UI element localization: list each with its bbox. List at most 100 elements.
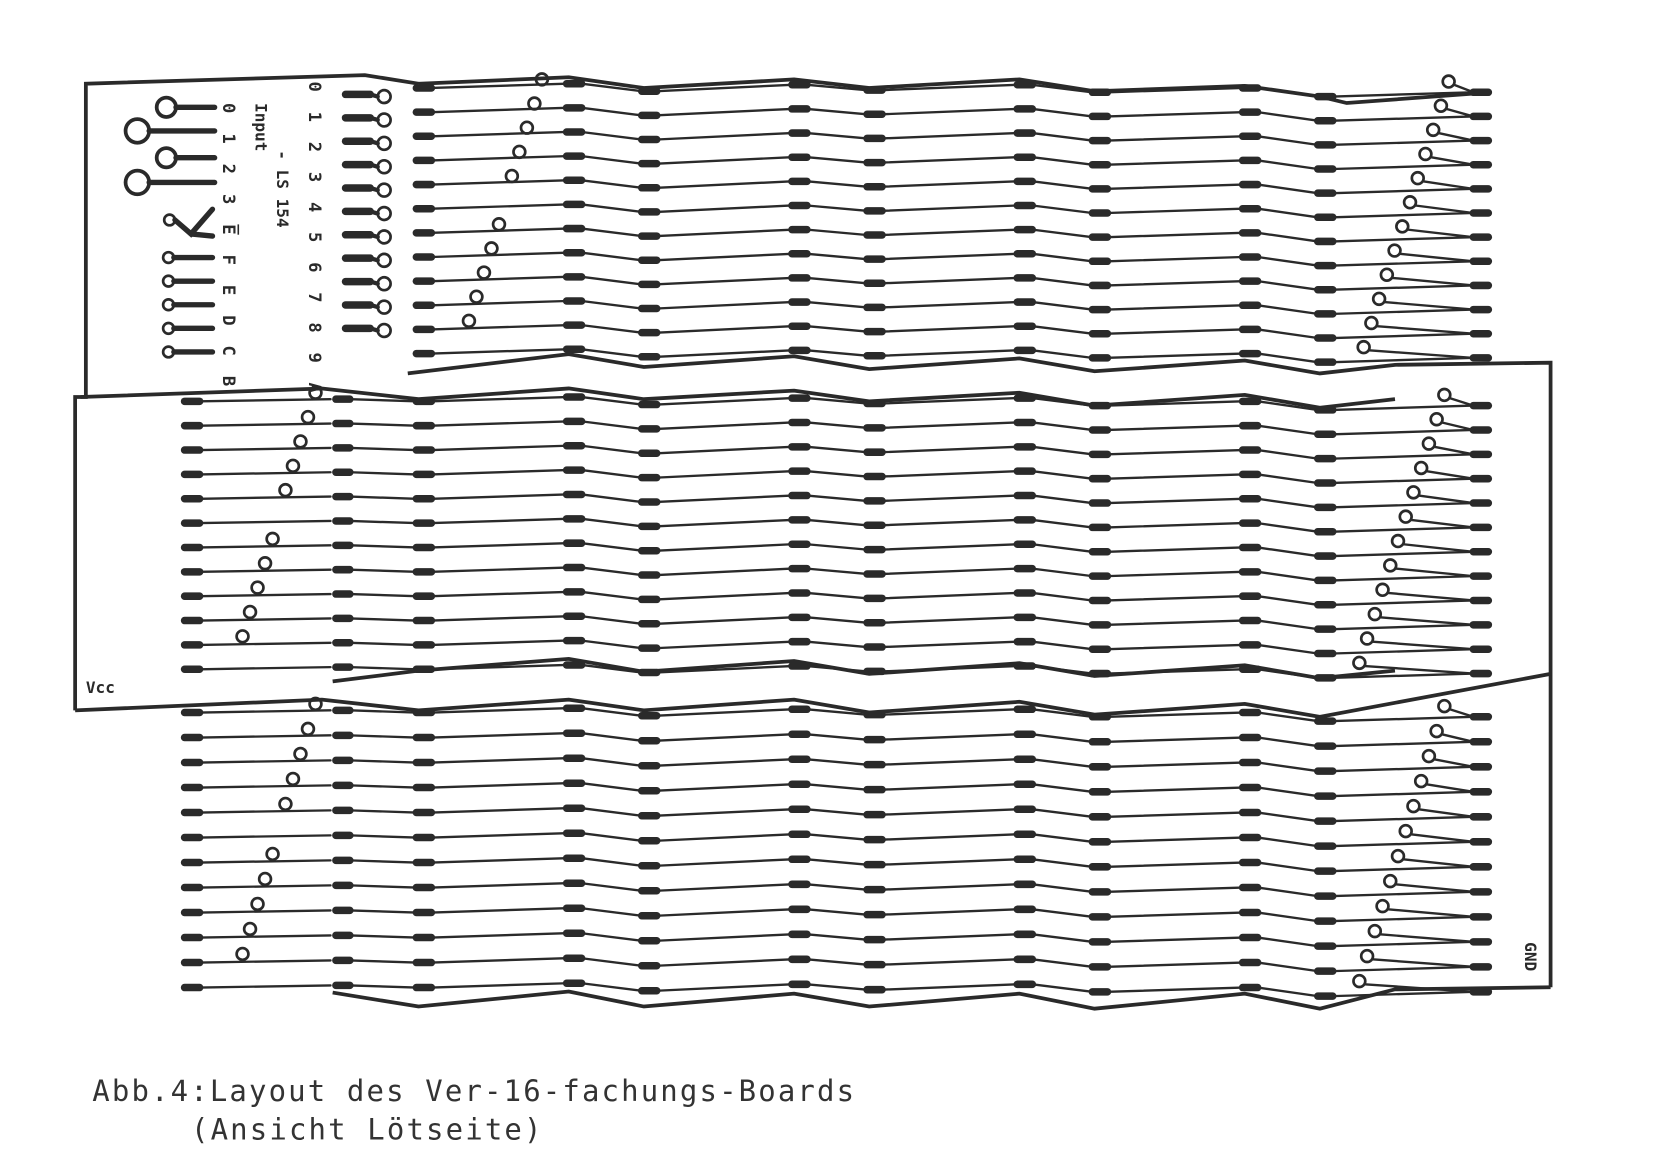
trace [1394,883,1475,893]
via-hole [1375,898,1390,914]
trace [198,859,332,864]
via-hole [1425,122,1441,138]
via-hole [1429,412,1444,427]
trace [348,617,418,622]
trace [1433,445,1475,456]
trace [430,857,1475,873]
trace [1394,567,1475,578]
figure-caption-line1: Abb.4:Layout des Ver-16-fachungs-Boards [92,1074,856,1108]
trace [348,809,418,814]
via-hole [1359,631,1375,646]
trace [348,859,418,864]
trace [348,519,418,525]
via-hole [293,434,308,449]
via-hole [278,482,293,498]
trace [1421,180,1475,191]
trace [198,471,332,476]
trace [430,590,1475,606]
trace [368,92,380,99]
via-hole [484,241,499,256]
trace [368,279,380,286]
via-hole [1421,436,1437,451]
board-labels: Input 0 1 2 3 E̅ F E D C B 0 1 2 3 4 5 6… [86,82,1540,972]
trace [198,884,332,889]
trace [1440,733,1475,743]
via-hole [300,409,316,425]
trace [1437,131,1475,142]
via-hole [235,629,250,644]
trace [198,446,332,452]
trace [1386,591,1475,602]
trace [348,709,418,714]
trace [430,179,1475,195]
trace [348,784,418,789]
via-hole [1406,485,1421,500]
via-hole [1402,195,1418,210]
via-hole [278,796,293,812]
trace [430,615,1475,631]
outline-bottom [332,985,1551,1011]
trace [198,834,332,839]
trace [430,517,1475,533]
trace [348,884,418,889]
copper-traces [123,72,1493,1000]
trace [430,106,1475,122]
via-hole [1395,219,1410,234]
trace [1402,858,1475,868]
trace [198,709,332,714]
trace [430,130,1475,147]
trace [430,707,1475,723]
trace [1417,494,1475,505]
trace [430,420,1475,436]
via-hole [265,531,280,547]
via-hole [1371,291,1387,307]
trace [1406,228,1475,239]
trace [430,982,1475,998]
trace [348,446,418,452]
via-hole [293,746,308,762]
trace [1363,664,1475,675]
band-2-lower-trace [332,656,1396,684]
trace [430,444,1475,460]
trace [430,566,1475,582]
trace [430,882,1475,898]
trace [198,909,332,914]
trace [198,759,332,764]
trace [198,959,332,964]
via-hole [285,771,301,787]
trace [1429,156,1475,166]
via-hole [504,168,520,184]
trace [430,757,1475,773]
via-hole [1359,948,1375,964]
via-hole [1379,267,1395,282]
via-hole [1367,923,1383,939]
trace [348,544,418,549]
trace [348,909,418,914]
trace [1409,833,1475,843]
trace [198,592,332,598]
trace [1448,708,1475,718]
trace [368,302,380,310]
outline-top [418,75,1492,105]
via-hole [1437,698,1452,714]
trace [368,162,380,169]
trace [198,519,332,525]
gnd-label: GND [1521,942,1540,971]
trace [348,592,418,598]
trace [348,984,418,989]
trace [1448,396,1475,407]
via-hole [250,896,265,912]
chip-label: - LS 154 [273,150,292,227]
via-hole [1410,170,1425,186]
trace [198,617,332,622]
via-hole [285,458,301,474]
trace [368,185,380,193]
trace [430,299,1475,316]
trace [198,934,332,939]
input-pin-labels: 0 1 2 3 E̅ F E D C B [218,103,240,391]
via-hole [469,289,484,304]
trace [1433,758,1475,768]
outline-left [73,73,419,711]
trace [1386,908,1475,919]
via-hole [1367,606,1383,622]
